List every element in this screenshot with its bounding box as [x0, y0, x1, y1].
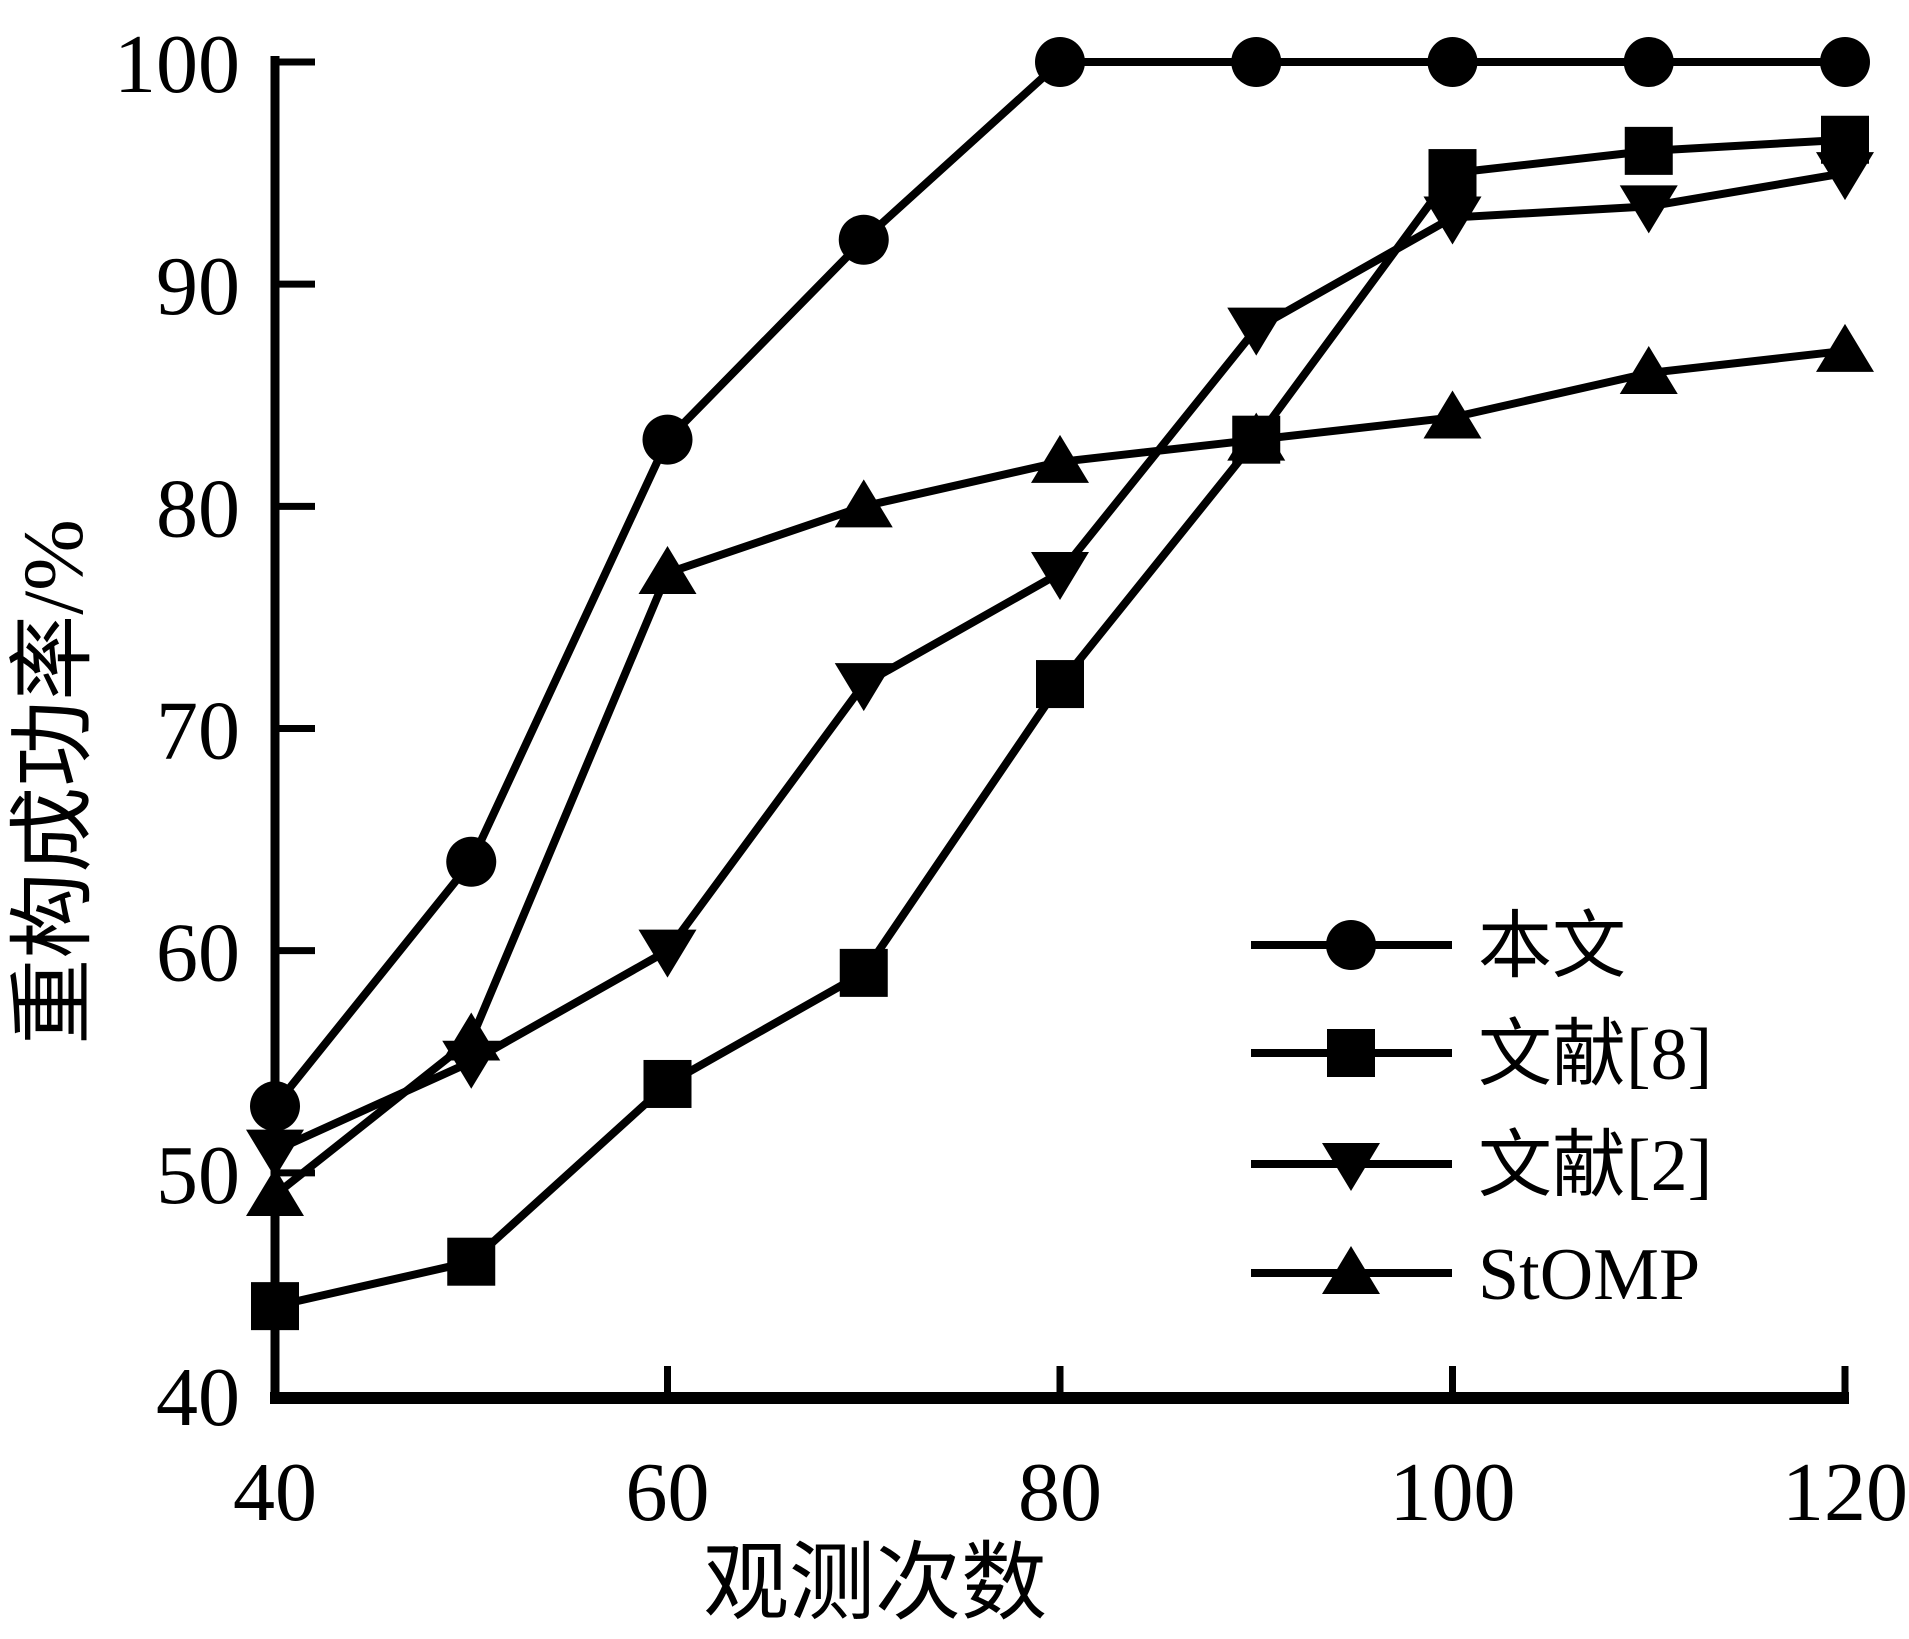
triangle-up-marker [1619, 346, 1678, 395]
circle-marker [1623, 37, 1674, 87]
triangle-down-marker [1423, 196, 1482, 245]
square-marker [1327, 1029, 1375, 1077]
legend-entry-本文: 本文 [1251, 906, 1626, 988]
triangle-down-marker [1322, 1143, 1380, 1191]
square-marker [1036, 660, 1084, 709]
y-tick-label: 80 [156, 462, 240, 555]
y-tick-label: 90 [156, 240, 240, 333]
triangle-down-marker [442, 1040, 501, 1089]
legend-label: 本文 [1478, 906, 1626, 988]
square-marker [643, 1059, 692, 1108]
square-marker [1428, 149, 1477, 198]
square-marker [251, 1282, 299, 1331]
circle-marker [1427, 37, 1478, 87]
triangle-up-marker [1322, 1246, 1380, 1294]
legend-label: StOMP [1478, 1234, 1700, 1316]
axes: 40 50 60 70 80 90 100 40 60 80 100 120 [114, 18, 1908, 1539]
x-tick-label: 80 [1018, 1446, 1102, 1539]
triangle-down-marker [1619, 185, 1678, 234]
circle-marker [838, 214, 889, 265]
y-tick-label: 50 [156, 1129, 240, 1222]
triangle-down-marker [1227, 307, 1286, 356]
data-series [246, 37, 1874, 1331]
triangle-down-marker [834, 663, 893, 712]
circle-marker [1035, 37, 1085, 87]
x-tick-label: 120 [1782, 1446, 1908, 1539]
square-marker [1232, 415, 1281, 464]
legend-label: 文献[8] [1478, 1014, 1712, 1096]
series-文献[2] [246, 152, 1874, 1178]
square-marker [447, 1237, 496, 1286]
square-marker [839, 948, 888, 997]
circle-marker [446, 836, 497, 887]
circle-marker [1231, 37, 1282, 87]
triangle-up-marker [834, 479, 893, 528]
y-tick-label: 60 [156, 907, 240, 1000]
y-tick-label: 70 [156, 685, 240, 778]
y-tick-label: 40 [156, 1351, 240, 1444]
triangle-up-marker [1031, 434, 1089, 483]
y-tick-label: 100 [114, 18, 240, 111]
circle-marker [642, 414, 693, 465]
legend-entry-文献[2]: 文献[2] [1251, 1125, 1712, 1207]
legend-entry-文献[8]: 文献[8] [1251, 1014, 1712, 1096]
circle-marker [1820, 37, 1870, 87]
x-tick-label: 60 [626, 1446, 710, 1539]
x-tick-label: 40 [233, 1446, 317, 1539]
series-文献[8] [251, 115, 1869, 1331]
triangle-up-marker [1423, 390, 1482, 439]
circle-marker [1326, 920, 1376, 970]
triangle-up-marker [246, 1168, 304, 1217]
triangle-down-marker [1031, 551, 1089, 600]
triangle-down-marker [246, 1129, 304, 1178]
square-marker [1821, 115, 1869, 164]
triangle-up-marker [1816, 323, 1874, 372]
x-tick-label: 100 [1390, 1446, 1516, 1539]
square-marker [1624, 126, 1673, 175]
triangle-up-marker [638, 545, 697, 594]
legend-entry-StOMP: StOMP [1251, 1234, 1700, 1316]
triangle-down-marker [638, 929, 697, 978]
series-本文 [250, 37, 1870, 1132]
triangle-down-marker [1816, 152, 1874, 201]
legend-label: 文献[2] [1478, 1125, 1712, 1207]
y-axis-title: 重构成功率/% [5, 519, 101, 1045]
circle-marker [250, 1081, 300, 1132]
x-axis-title: 观测次数 [703, 1535, 1047, 1631]
